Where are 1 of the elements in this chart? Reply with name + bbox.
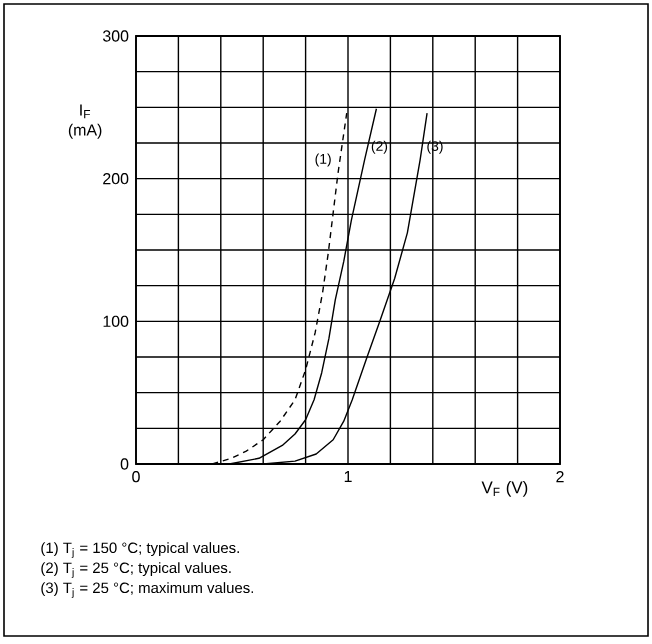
x-axis-title: V$_{F}$ (V) — [481, 480, 528, 497]
